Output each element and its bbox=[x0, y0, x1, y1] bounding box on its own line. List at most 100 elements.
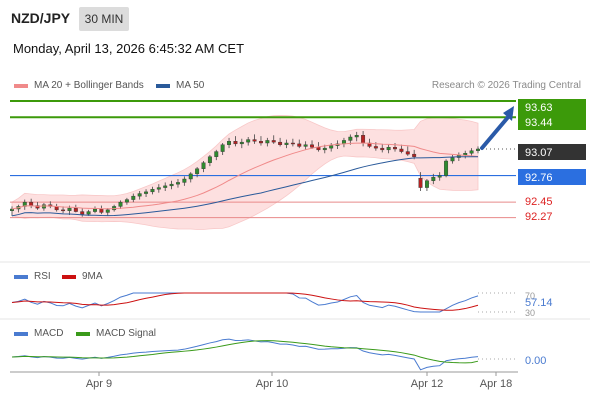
candle-body bbox=[450, 157, 455, 162]
legend-swatch bbox=[62, 274, 76, 279]
candle-body bbox=[259, 141, 263, 144]
candle-body bbox=[124, 199, 129, 203]
candle-body bbox=[424, 180, 429, 188]
level-tag-93-44: 93.44 bbox=[518, 114, 586, 130]
chart-header: NZD/JPY 30 MIN bbox=[0, 0, 590, 34]
rsi-level-70: 70 bbox=[525, 291, 535, 301]
candle-body bbox=[118, 201, 123, 207]
x-label-apr-18: Apr 18 bbox=[480, 378, 512, 390]
candle-body bbox=[195, 168, 200, 175]
level-tag-92-76: 92.76 bbox=[518, 169, 586, 185]
ma50-line bbox=[11, 156, 479, 217]
level-value: 92.76 bbox=[525, 172, 553, 184]
legend-label: 9MA bbox=[82, 271, 103, 282]
candle-body bbox=[252, 139, 257, 142]
symbol-title: NZD/JPY bbox=[11, 10, 71, 26]
candles bbox=[10, 131, 480, 217]
candle-body bbox=[93, 208, 97, 212]
candle-body bbox=[310, 144, 314, 148]
candle-body bbox=[80, 211, 85, 215]
candle-body bbox=[144, 191, 149, 194]
candle-body bbox=[354, 135, 359, 138]
macd-panel bbox=[11, 338, 516, 371]
datetime-label: Monday, April 13, 2026 6:45:32 AM CET bbox=[13, 41, 245, 56]
legend-macd-signal: MACD Signal bbox=[76, 328, 156, 339]
legend-9ma: 9MA bbox=[62, 271, 103, 282]
level-tag-93-07: 93.07 bbox=[518, 144, 586, 160]
legend-swatch bbox=[14, 274, 28, 279]
level-value-92-27: 92.27 bbox=[525, 211, 553, 223]
candle-body bbox=[393, 147, 397, 150]
rsi-level-30: 30 bbox=[525, 308, 535, 318]
legend-rsi: RSI bbox=[14, 271, 51, 282]
candle-body bbox=[322, 147, 327, 151]
level-value: 93.44 bbox=[525, 117, 553, 129]
x-label-apr-10: Apr 10 bbox=[256, 378, 288, 390]
legend-label: MA 20 + Bollinger Bands bbox=[34, 80, 144, 91]
candle-body bbox=[469, 150, 474, 154]
legend-ma20-bollinger: MA 20 + Bollinger Bands bbox=[14, 80, 144, 91]
rsi-value: 57.14 bbox=[525, 297, 553, 309]
candle-body bbox=[99, 208, 104, 213]
level-value: 93.63 bbox=[525, 102, 553, 114]
candle-body bbox=[418, 177, 423, 188]
rsi-9ma-line bbox=[11, 292, 479, 311]
candle-body bbox=[61, 209, 66, 212]
candle-body bbox=[176, 182, 180, 185]
ma20-line bbox=[11, 142, 479, 210]
candle-body bbox=[29, 201, 34, 206]
moving-averages bbox=[11, 142, 479, 217]
legend-ma50: MA 50 bbox=[156, 80, 204, 91]
candle-body bbox=[386, 147, 391, 151]
candle-body bbox=[297, 143, 302, 147]
forecast-arrow-head bbox=[503, 106, 514, 121]
level-value: 93.07 bbox=[525, 147, 553, 159]
candle-body bbox=[207, 156, 212, 163]
candle-body bbox=[271, 140, 276, 143]
candle-body bbox=[444, 160, 449, 176]
candle-body bbox=[239, 141, 244, 145]
legend-label: RSI bbox=[34, 271, 51, 282]
candle-body bbox=[73, 207, 78, 212]
candle-body bbox=[233, 141, 238, 145]
candle-body bbox=[188, 173, 193, 180]
key-levels bbox=[10, 100, 516, 219]
legend-macd: MACD bbox=[14, 328, 63, 339]
candle-body bbox=[316, 147, 321, 151]
candle-body bbox=[399, 148, 404, 152]
legend-swatch bbox=[14, 83, 28, 88]
candle-body bbox=[150, 189, 155, 193]
candle-body bbox=[361, 135, 366, 144]
candle-body bbox=[35, 205, 40, 209]
legend-swatch bbox=[14, 331, 28, 336]
rsi-line bbox=[11, 292, 479, 313]
candle-body bbox=[380, 147, 385, 151]
credit-text: Research © 2026 Trading Central bbox=[431, 80, 581, 91]
candle-body bbox=[137, 193, 142, 197]
candle-body bbox=[220, 144, 225, 152]
candle-body bbox=[227, 141, 231, 145]
x-label-apr-9: Apr 9 bbox=[86, 378, 112, 390]
candle-body bbox=[463, 153, 468, 156]
candle-body bbox=[373, 146, 378, 149]
forecast-arrow-shaft bbox=[480, 114, 511, 150]
x-label-apr-12: Apr 12 bbox=[411, 378, 443, 390]
candle-body bbox=[169, 183, 174, 187]
candle-body bbox=[290, 142, 295, 145]
timeframe-badge[interactable]: 30 MIN bbox=[79, 7, 129, 31]
level-tag-93-63: 93.63 bbox=[518, 99, 586, 115]
candle-body bbox=[182, 178, 187, 183]
candle-body bbox=[105, 209, 110, 213]
macd-value: 0.00 bbox=[525, 355, 546, 367]
candle-body bbox=[214, 151, 219, 157]
macd-line bbox=[11, 338, 479, 371]
candle-body bbox=[431, 177, 436, 181]
candle-body bbox=[278, 141, 283, 145]
candle-body bbox=[284, 142, 289, 145]
candle-body bbox=[265, 140, 270, 144]
candle-body bbox=[348, 136, 353, 141]
candle-body bbox=[86, 211, 91, 215]
level-value-92-45: 92.45 bbox=[525, 196, 553, 208]
candle-body bbox=[246, 139, 251, 143]
